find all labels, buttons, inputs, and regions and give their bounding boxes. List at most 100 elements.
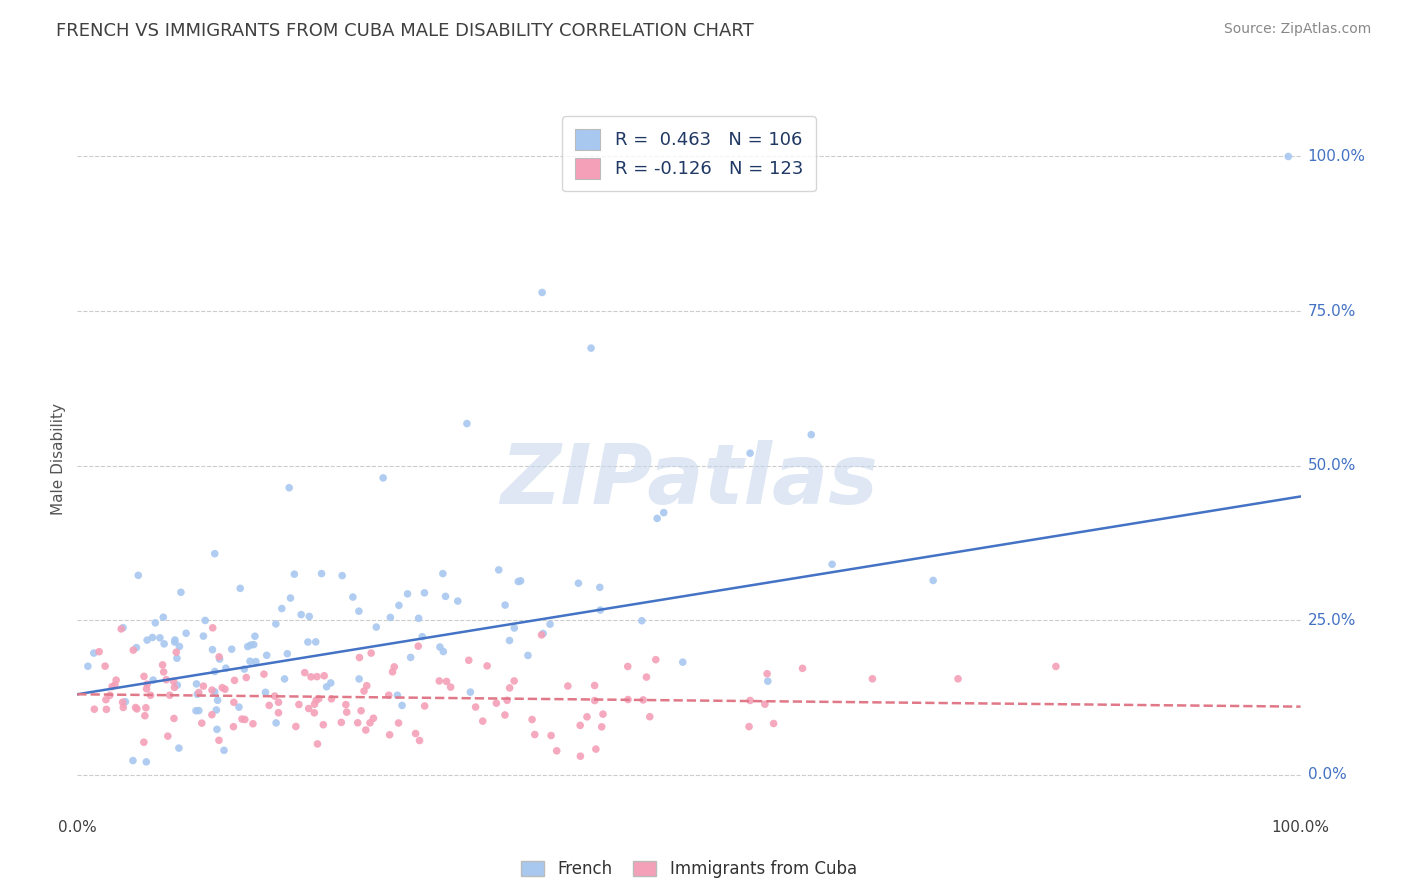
Point [354,723,377,737]
Point [94,659,117,673]
Point [134,708,156,723]
Point [165,645,187,659]
Point [377,688,399,702]
Point [233,662,256,676]
Point [87,645,110,659]
Point [167,741,190,756]
Point [494,708,516,723]
Point [589,580,612,594]
Point [208,652,231,666]
Point [125,702,148,716]
Point [591,720,613,734]
Point [204,665,226,679]
Point [636,670,658,684]
Point [754,697,776,711]
Text: 100.0%: 100.0% [1308,149,1365,164]
Point [360,646,382,660]
Point [359,715,381,730]
Point [207,693,229,707]
Point [315,680,337,694]
Point [356,679,378,693]
Point [169,640,191,654]
Point [254,685,277,699]
Point [530,628,553,642]
Point [363,711,385,725]
Point [652,506,675,520]
Point [922,574,945,588]
Point [186,677,208,691]
Point [136,677,159,691]
Point [531,285,554,300]
Point [201,642,224,657]
Point [1045,659,1067,673]
Point [366,620,388,634]
Point [440,680,463,694]
Point [152,610,174,624]
Text: 75.0%: 75.0% [1308,303,1355,318]
Point [163,681,186,695]
Point [569,718,592,732]
Point [224,673,246,688]
Point [104,678,127,692]
Point [307,737,329,751]
Point [233,713,256,727]
Point [349,650,371,665]
Point [163,711,186,725]
Point [427,673,450,688]
Point [378,728,401,742]
Point [509,574,531,588]
Point [429,640,451,654]
Text: Source: ZipAtlas.com: Source: ZipAtlas.com [1223,22,1371,37]
Y-axis label: Male Disability: Male Disability [51,403,66,516]
Point [127,568,149,582]
Point [672,655,695,669]
Point [488,563,510,577]
Point [208,649,231,664]
Point [538,617,561,632]
Point [381,665,404,679]
Point [305,670,328,684]
Point [111,695,134,709]
Point [142,673,165,687]
Point [382,660,405,674]
Point [353,684,375,698]
Point [862,672,884,686]
Point [432,644,454,658]
Point [212,743,235,757]
Point [387,688,409,702]
Point [387,716,409,731]
Point [191,716,214,731]
Point [166,651,188,665]
Point [304,697,326,711]
Point [205,723,228,737]
Point [569,749,592,764]
Point [201,621,224,635]
Point [124,700,146,714]
Point [546,744,568,758]
Point [336,705,359,719]
Point [166,678,188,692]
Legend: French, Immigrants from Cuba: French, Immigrants from Cuba [515,853,863,885]
Point [267,695,290,709]
Point [457,653,479,667]
Point [214,682,236,697]
Point [413,586,436,600]
Point [208,733,231,747]
Point [645,511,668,525]
Point [135,681,157,696]
Point [503,673,526,688]
Point [132,669,155,683]
Point [174,626,197,640]
Point [193,679,215,693]
Point [184,704,207,718]
Point [399,650,422,665]
Point [496,693,519,707]
Point [263,689,285,703]
Point [239,654,262,668]
Point [284,719,307,733]
Point [243,629,266,643]
Point [294,665,316,680]
Point [132,735,155,749]
Point [135,700,157,714]
Point [221,642,243,657]
